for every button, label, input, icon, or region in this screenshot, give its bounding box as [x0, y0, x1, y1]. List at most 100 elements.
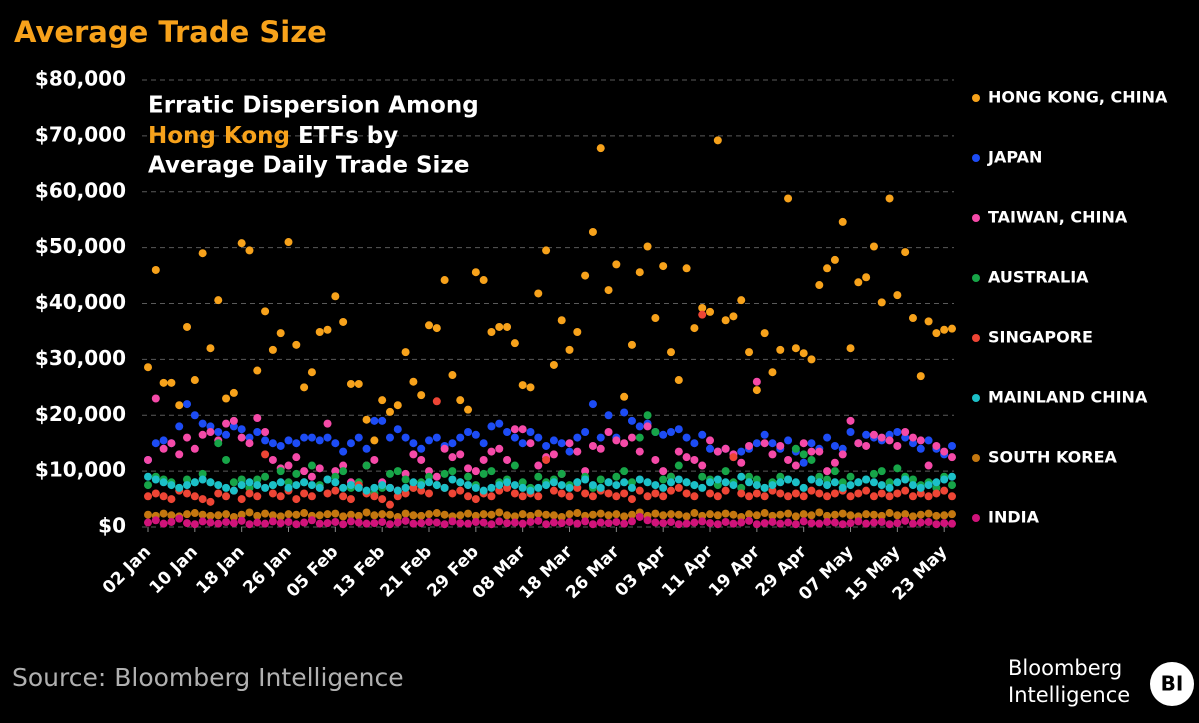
point [315, 327, 324, 336]
point [261, 519, 270, 528]
point [604, 489, 613, 498]
point [144, 518, 152, 527]
point [409, 483, 418, 492]
point [432, 433, 441, 442]
point [620, 467, 629, 476]
point [245, 439, 254, 448]
point [581, 467, 590, 476]
point [815, 508, 824, 517]
point [510, 339, 519, 348]
point [916, 444, 925, 453]
point [245, 246, 254, 255]
point [151, 516, 160, 525]
point [534, 289, 543, 298]
point [784, 509, 793, 518]
point [167, 517, 176, 526]
point [948, 441, 956, 450]
point [627, 416, 636, 425]
point [838, 483, 847, 492]
point [752, 377, 761, 386]
point [151, 439, 160, 448]
point [253, 428, 262, 437]
point [464, 519, 473, 528]
point [198, 419, 207, 428]
point [268, 455, 277, 464]
point [659, 467, 668, 476]
point [651, 314, 660, 323]
point [698, 472, 707, 481]
point [503, 478, 512, 487]
point [175, 422, 184, 431]
point [760, 483, 769, 492]
point [222, 492, 231, 501]
point [448, 475, 457, 484]
point [776, 489, 785, 498]
point [737, 458, 746, 467]
point [401, 509, 410, 518]
point [565, 510, 574, 519]
point [596, 475, 605, 484]
point [768, 439, 777, 448]
point [542, 510, 551, 519]
point [862, 486, 871, 495]
point [315, 464, 324, 473]
point [651, 509, 660, 518]
point [456, 478, 465, 487]
point [144, 363, 152, 372]
point [448, 371, 457, 380]
point [908, 519, 917, 528]
point [862, 273, 871, 282]
point [214, 428, 223, 437]
point [862, 475, 871, 484]
point [534, 433, 543, 442]
point [276, 492, 285, 501]
point [721, 509, 730, 518]
point [830, 255, 839, 264]
point [846, 519, 855, 528]
point [659, 262, 668, 271]
point [869, 510, 878, 519]
point [214, 489, 223, 498]
point [940, 475, 949, 484]
point [573, 447, 582, 456]
point [237, 510, 246, 519]
point [752, 439, 761, 448]
point [885, 520, 894, 529]
point [776, 472, 785, 481]
point [565, 483, 574, 492]
point [659, 475, 668, 484]
y-tick-label: $50,000 [35, 234, 126, 258]
point [300, 433, 309, 442]
point [331, 467, 340, 476]
point [393, 512, 402, 521]
point [534, 472, 543, 481]
point [651, 428, 660, 437]
point [448, 517, 457, 526]
point [799, 439, 808, 448]
point [425, 436, 434, 445]
point [581, 517, 590, 526]
point [222, 430, 231, 439]
point [916, 510, 925, 519]
point [425, 472, 434, 481]
point [713, 520, 722, 529]
point [190, 492, 199, 501]
annotation-highlight: Hong Kong [148, 123, 290, 149]
point [292, 520, 301, 529]
point [237, 495, 246, 504]
point [385, 433, 394, 442]
point [534, 483, 543, 492]
point [830, 489, 839, 498]
point [479, 518, 488, 527]
point [557, 439, 566, 448]
point [643, 422, 652, 431]
point [526, 439, 535, 448]
point [916, 483, 925, 492]
point [284, 483, 293, 492]
point [339, 520, 348, 529]
point [830, 510, 839, 519]
point [901, 433, 910, 442]
point [432, 397, 441, 406]
point [175, 401, 184, 410]
point [417, 455, 426, 464]
